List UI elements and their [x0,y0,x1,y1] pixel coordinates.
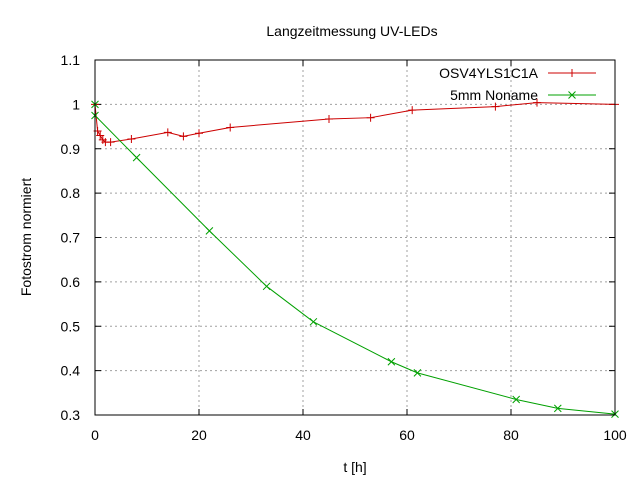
x-tick-label: 80 [503,427,519,443]
cross-marker [413,368,422,377]
cross-marker [205,226,214,235]
y-axis-label: Fotostrom normiert [18,178,34,296]
plus-marker [179,132,188,141]
cross-marker [568,91,576,99]
series-line-1 [94,104,616,415]
cross-marker [387,357,396,366]
y-tick-label: 1 [72,96,80,112]
legend-label: 5mm Noname [450,87,538,103]
x-tick-label: 100 [603,427,627,443]
cross-marker [512,395,521,404]
y-tick-label: 0.4 [61,363,81,379]
plus-marker [568,69,576,77]
x-tick-label: 0 [91,427,99,443]
y-tick-label: 0.6 [61,274,81,290]
plus-marker [226,123,235,132]
plus-marker [96,131,105,140]
cross-marker [262,282,271,291]
y-tick-label: 0.5 [61,318,81,334]
y-tick-label: 0.7 [61,230,81,246]
x-tick-label: 60 [399,427,415,443]
plus-marker [325,115,333,124]
plus-marker [533,98,541,107]
y-tick-label: 1.1 [61,52,81,68]
y-tick-label: 0.3 [61,407,81,423]
x-tick-label: 20 [191,427,207,443]
plot-border [94,59,616,416]
series-line-0 [94,102,616,143]
plus-marker [366,113,375,122]
plus-marker [195,129,203,138]
y-tick-label: 0.8 [61,185,81,201]
x-tick-label: 40 [295,427,311,443]
x-axis-label: t [h] [343,459,366,475]
cross-marker [309,317,318,326]
plus-marker [408,106,417,115]
plus-marker [491,102,500,111]
cross-marker [553,404,562,413]
cross-marker [132,153,141,162]
plus-marker [127,134,136,143]
plus-marker [106,138,115,147]
y-tick-label: 0.9 [61,141,81,157]
plus-marker [163,128,172,137]
legend-label: OSV4YLS1C1A [439,65,538,81]
chart-title: Langzeitmessung UV-LEDs [266,23,437,39]
